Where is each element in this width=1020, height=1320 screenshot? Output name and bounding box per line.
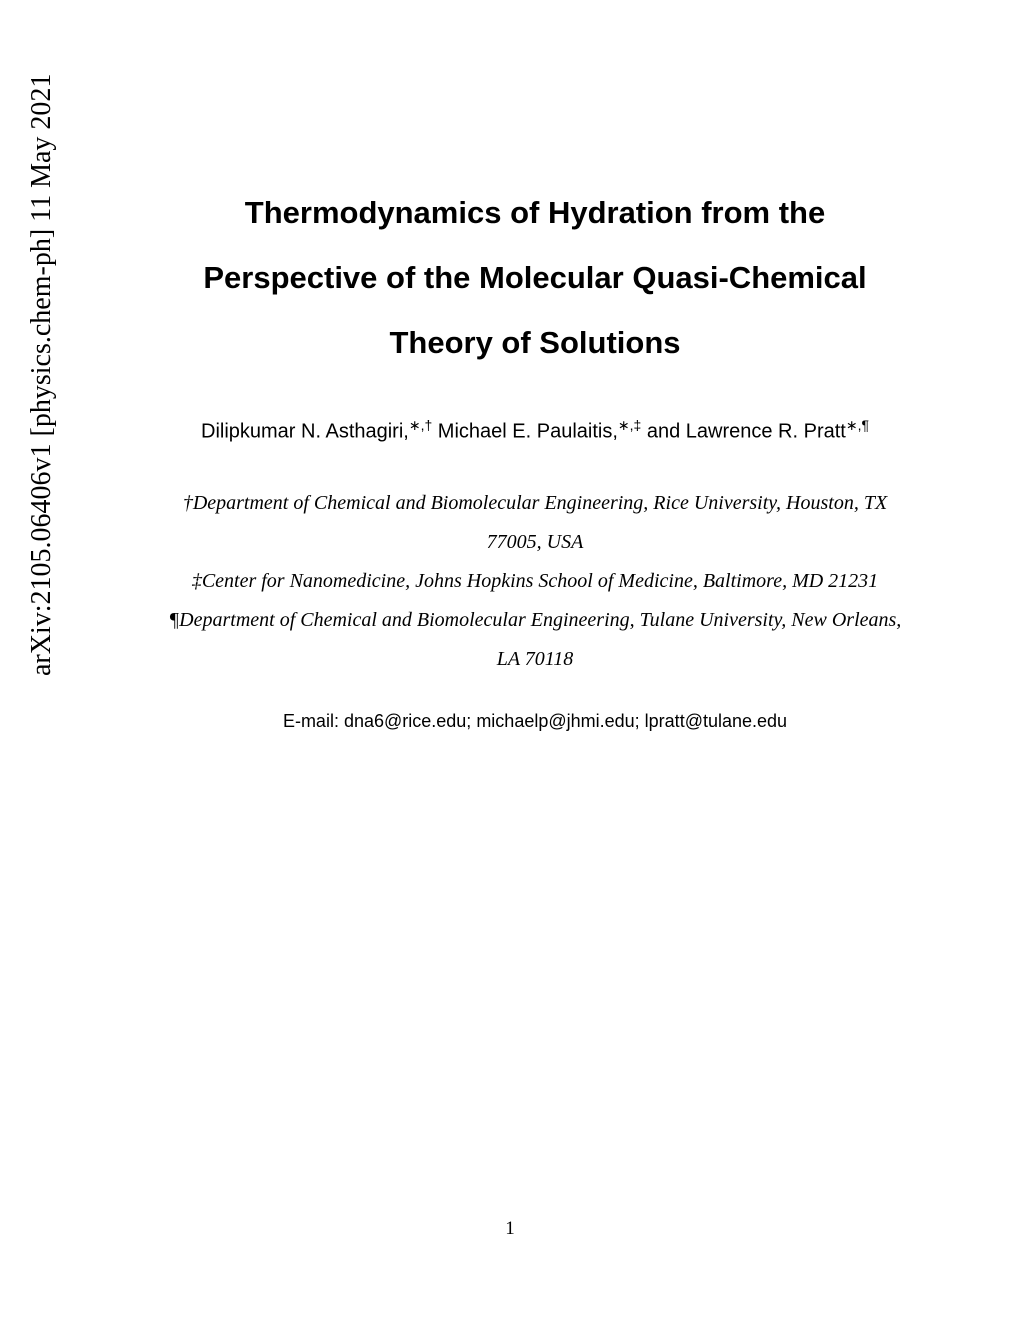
affiliation-1-line2: 77005, USA bbox=[145, 523, 925, 562]
author-2-sup: ∗,‡ bbox=[618, 417, 641, 433]
affiliation-3: ¶Department of Chemical and Biomolecular… bbox=[145, 601, 925, 640]
page-number: 1 bbox=[505, 1218, 515, 1240]
affiliation-1-text-a: Department of Chemical and Biomolecular … bbox=[193, 492, 887, 514]
paper-content: Thermodynamics of Hydration from the Per… bbox=[145, 180, 925, 732]
author-2-name: Michael E. Paulaitis, bbox=[432, 421, 618, 443]
authors-list: Dilipkumar N. Asthagiri,∗,† Michael E. P… bbox=[145, 417, 925, 444]
affiliation-3-text-a: Department of Chemical and Biomolecular … bbox=[179, 609, 901, 631]
author-1-name: Dilipkumar N. Asthagiri, bbox=[201, 421, 409, 443]
affiliation-3-marker: ¶ bbox=[169, 609, 179, 631]
author-3-name: and Lawrence R. Pratt bbox=[641, 421, 846, 443]
title-line-2: Perspective of the Molecular Quasi-Chemi… bbox=[203, 260, 866, 295]
email-label: E-mail: bbox=[283, 711, 344, 731]
affiliation-1: †Department of Chemical and Biomolecular… bbox=[145, 484, 925, 523]
arxiv-identifier: arXiv:2105.06406v1 [physics.chem-ph] 11 … bbox=[26, 74, 58, 676]
email-3: lpratt@tulane.edu bbox=[645, 711, 787, 731]
email-2: michaelp@jhmi.edu; bbox=[476, 711, 644, 731]
author-3-sup: ∗,¶ bbox=[846, 417, 869, 433]
affiliation-2-text: Center for Nanomedicine, Johns Hopkins S… bbox=[202, 570, 878, 592]
affiliations-list: †Department of Chemical and Biomolecular… bbox=[145, 484, 925, 679]
title-line-3: Theory of Solutions bbox=[389, 325, 680, 360]
title-line-1: Thermodynamics of Hydration from the bbox=[245, 195, 825, 230]
affiliation-2-marker: ‡ bbox=[192, 570, 202, 592]
emails-line: E-mail: dna6@rice.edu; michaelp@jhmi.edu… bbox=[145, 711, 925, 732]
paper-title: Thermodynamics of Hydration from the Per… bbox=[145, 180, 925, 375]
author-1-sup: ∗,† bbox=[409, 417, 432, 433]
affiliation-3-line2: LA 70118 bbox=[145, 640, 925, 679]
email-1: dna6@rice.edu; bbox=[344, 711, 476, 731]
affiliation-1-marker: † bbox=[183, 492, 193, 514]
affiliation-2: ‡Center for Nanomedicine, Johns Hopkins … bbox=[145, 562, 925, 601]
